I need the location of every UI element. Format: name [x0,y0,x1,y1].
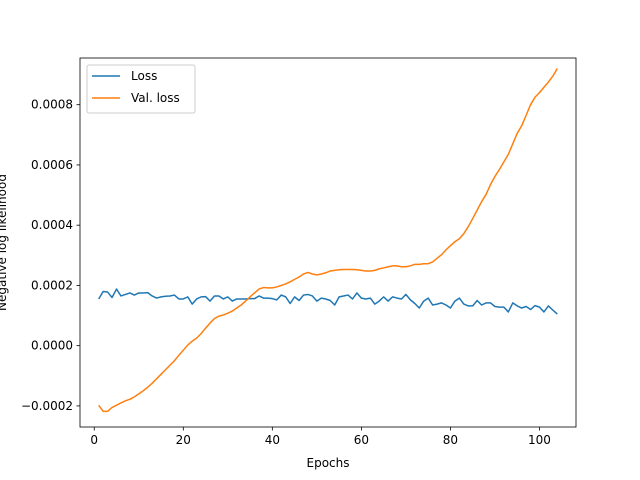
y-tick-label: 0.0004 [31,218,73,232]
legend-label-val-loss: Val. loss [131,91,180,105]
x-tick-label: 40 [265,433,280,447]
y-tick-label: −0.0002 [21,399,73,413]
y-tick-label: 0.0002 [31,278,73,292]
y-tick-label: 0.0000 [31,339,73,353]
x-tick-label: 0 [90,433,98,447]
plot-frame [79,57,577,428]
y-tick-label: 0.0008 [31,98,73,112]
x-tick-label: 100 [528,433,551,447]
series-line-loss [98,288,558,315]
x-axis-label: Epochs [307,456,350,470]
legend-label-loss: Loss [131,69,157,83]
x-tick-label: 20 [176,433,191,447]
x-tick-label: 60 [354,433,369,447]
legend-box [86,64,196,114]
legend: Loss Val. loss [86,64,196,114]
plot-area [98,68,558,413]
y-axis-label: Negative log likelihood [0,174,9,311]
x-tick-label: 80 [443,433,458,447]
series-line-val-loss [98,68,558,413]
x-axis: 0 20 40 60 80 100 [90,427,551,447]
y-axis: −0.0002 0.0000 0.0002 0.0004 0.0006 0.0008 [21,98,80,413]
y-tick-label: 0.0006 [31,158,73,172]
